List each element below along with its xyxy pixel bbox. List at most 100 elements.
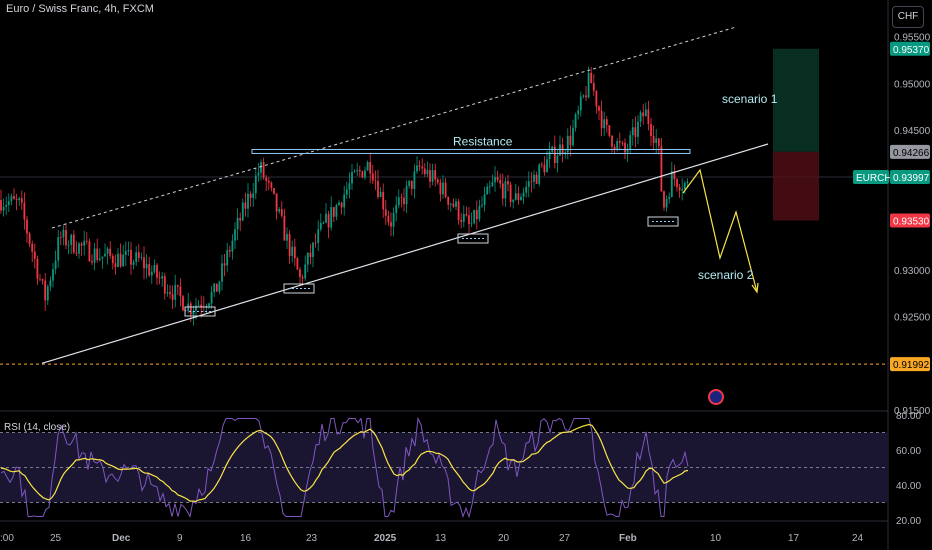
touch-box[interactable]: [457, 233, 489, 244]
candle-body: [257, 172, 260, 176]
currency-button[interactable]: CHF: [892, 6, 924, 28]
time-axis-label: 9: [177, 533, 183, 544]
candle-body: [468, 215, 470, 225]
candle-body: [514, 193, 517, 200]
candle-body: [106, 248, 109, 254]
candle-body: [639, 112, 642, 122]
candle-body: [124, 251, 127, 255]
candle-body: [5, 204, 8, 207]
candle-body: [546, 159, 548, 173]
candle-body: [530, 181, 533, 183]
scenario-2-label: scenario 2: [698, 268, 754, 282]
touch-box[interactable]: [283, 283, 315, 294]
candle-body: [85, 240, 88, 242]
candle-body: [400, 197, 403, 199]
candle-body: [288, 234, 291, 256]
candle-body: [663, 191, 665, 208]
candle-body: [512, 199, 515, 203]
candle-body: [572, 127, 574, 146]
candle-body: [413, 171, 416, 189]
time-axis-label: 16: [240, 533, 252, 544]
candle-body: [226, 250, 229, 266]
resistance-zone[interactable]: [251, 148, 691, 154]
candle-body: [114, 263, 117, 267]
candle-body: [197, 304, 200, 306]
time-axis-label: :00: [0, 533, 14, 544]
candle-body: [624, 142, 626, 153]
candle-body: [327, 213, 330, 228]
candle-body: [20, 198, 23, 203]
touch-box[interactable]: [184, 306, 216, 317]
candle-body: [148, 264, 151, 276]
candle-body: [582, 95, 585, 97]
price-badge: [890, 169, 930, 184]
candle-body: [0, 200, 2, 211]
candle-body: [135, 252, 138, 263]
time-axis-label: 27: [559, 533, 571, 544]
candle-body: [241, 202, 244, 221]
scenario-2-path[interactable]: [682, 168, 758, 293]
candle-body: [267, 180, 270, 183]
channel-top-line[interactable]: [51, 26, 736, 229]
candle-body: [52, 269, 54, 281]
price-axis-label: 0.91500: [894, 406, 931, 417]
stop-loss-zone[interactable]: [773, 151, 819, 221]
candle-body: [62, 229, 65, 238]
candle-body: [621, 142, 624, 144]
candle-body: [538, 164, 541, 184]
candle-body: [28, 233, 31, 244]
candle-body: [244, 202, 247, 209]
candle-body: [218, 281, 221, 292]
candle-body: [475, 209, 478, 220]
support-trendline[interactable]: [41, 143, 769, 364]
candle-body: [488, 186, 491, 188]
candle-body: [382, 191, 385, 210]
candle-body: [67, 244, 70, 246]
candle-body: [91, 261, 93, 263]
candle-body: [681, 189, 684, 191]
candle-body: [478, 205, 481, 220]
event-icon[interactable]: [708, 389, 724, 405]
candle-body: [270, 182, 273, 188]
candle-body: [13, 196, 15, 199]
rsi-axis-label: 60.00: [896, 446, 921, 457]
candle-body: [221, 263, 223, 282]
candle-body: [613, 146, 616, 150]
resistance-label: Resistance: [453, 134, 513, 148]
touch-box[interactable]: [647, 216, 679, 227]
candle-body: [306, 252, 309, 265]
rsi-line: [0, 416, 689, 519]
candle-body: [93, 248, 96, 263]
candle-body: [340, 202, 343, 208]
candle-body: [280, 209, 283, 216]
candle-body: [353, 171, 356, 172]
candle-body: [166, 292, 169, 294]
candle-body: [345, 189, 348, 195]
candle-body: [39, 278, 41, 280]
candle-body: [377, 181, 379, 197]
candle-body: [296, 258, 299, 270]
price-badge-label: 0.93530: [893, 217, 930, 228]
candle-body: [252, 193, 255, 198]
candle-body: [670, 171, 673, 197]
candle-body: [579, 96, 582, 111]
candle-body: [291, 246, 294, 256]
candle-body: [447, 196, 450, 205]
candle-body: [335, 205, 338, 217]
candle-body: [595, 90, 598, 107]
candle-body: [418, 165, 421, 167]
candle-body: [611, 135, 613, 147]
candle-body: [686, 181, 689, 183]
candle-body: [158, 277, 161, 279]
candle-body: [587, 72, 590, 98]
candle-body: [189, 303, 192, 315]
candle-body: [494, 177, 496, 183]
candle-body: [200, 304, 203, 307]
candle-body: [585, 95, 587, 98]
candle-body: [119, 253, 122, 267]
candle-body: [2, 206, 5, 211]
take-profit-zone[interactable]: [773, 48, 819, 152]
candle-body: [322, 222, 325, 224]
candle-body: [384, 209, 387, 216]
